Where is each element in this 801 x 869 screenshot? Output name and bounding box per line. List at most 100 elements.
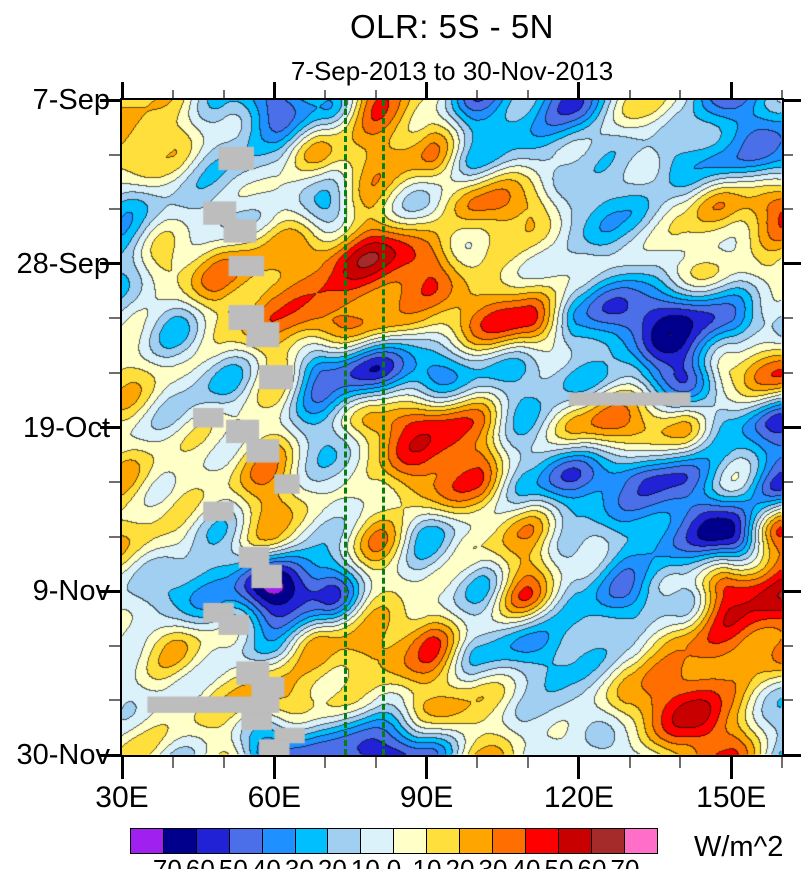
axis-minor-tick xyxy=(109,208,120,211)
y-axis-tick-label: 7-Sep xyxy=(32,84,110,116)
axis-major-tick xyxy=(784,262,801,266)
colorbar-cell xyxy=(228,828,264,854)
y-axis-tick-label: 30-Nov xyxy=(16,739,111,771)
axis-minor-tick xyxy=(324,757,327,768)
colorbar-cell xyxy=(294,828,329,854)
axis-minor-tick xyxy=(109,371,120,374)
colorbar-tick-label: -30 xyxy=(276,854,314,869)
axis-minor-tick xyxy=(222,757,225,768)
figure-subtitle: 7-Sep-2013 to 30-Nov-2013 xyxy=(290,56,614,86)
axis-minor-tick xyxy=(109,153,120,156)
axis-major-tick xyxy=(784,589,801,593)
colorbar-cell xyxy=(130,828,165,854)
figure-title: OLR: 5S - 5N xyxy=(349,8,555,45)
y-axis-tick-label: 19-Oct xyxy=(22,411,110,444)
colorbar-cell xyxy=(623,828,658,854)
colorbar-tick-label: 40 xyxy=(511,854,541,869)
axis-minor-tick xyxy=(781,757,783,768)
colorbar-units-label: W/m^2 xyxy=(694,831,784,863)
axis-minor-tick xyxy=(171,757,174,768)
colorbar-tick-label: 60 xyxy=(577,854,607,869)
axis-minor-tick xyxy=(628,90,631,98)
axis-minor-tick xyxy=(222,90,225,98)
colorbar-cell xyxy=(195,828,231,854)
axis-minor-tick xyxy=(784,317,793,320)
axis-minor-tick xyxy=(171,90,174,98)
colorbar-cell xyxy=(327,828,362,854)
reference-line xyxy=(343,100,347,755)
axis-minor-tick xyxy=(476,90,479,98)
axis-minor-tick xyxy=(527,90,530,98)
axis-minor-tick xyxy=(784,699,793,702)
axis-minor-tick xyxy=(784,153,793,156)
colorbar-tick-label: 70 xyxy=(610,854,640,869)
x-axis-tick-label: 60E xyxy=(247,781,301,814)
colorbar-tick-label: -50 xyxy=(210,854,248,869)
colorbar-cell xyxy=(261,828,297,854)
axis-major-tick xyxy=(272,82,276,98)
colorbar-cell xyxy=(426,828,461,854)
hovmoller-plot-area xyxy=(120,98,784,757)
x-axis-tick-label: 120E xyxy=(543,781,614,814)
axis-minor-tick xyxy=(784,371,793,374)
axis-minor-tick xyxy=(784,481,793,484)
axis-minor-tick xyxy=(324,90,327,98)
axis-minor-tick xyxy=(679,757,682,768)
axis-minor-tick xyxy=(781,90,783,98)
axis-major-tick xyxy=(425,82,429,98)
axis-major-tick xyxy=(729,757,733,779)
reference-line xyxy=(381,100,385,755)
colorbar-tick-label: -40 xyxy=(243,854,281,869)
axis-minor-tick xyxy=(476,757,479,768)
colorbar-tick-label: -70 xyxy=(144,854,182,869)
axis-major-tick xyxy=(577,82,581,98)
colorbar-tick-label: -60 xyxy=(177,854,215,869)
axis-major-tick xyxy=(100,98,120,102)
axis-minor-tick xyxy=(374,757,377,768)
axis-major-tick xyxy=(120,82,124,98)
colorbar-tick-label: -10 xyxy=(342,854,380,869)
y-axis-tick-label: 28-Sep xyxy=(16,247,110,280)
colorbar-tick-label: 0 xyxy=(386,854,402,869)
axis-major-tick xyxy=(100,426,120,429)
colorbar-tick-label: 50 xyxy=(544,854,574,869)
colorbar xyxy=(130,828,658,854)
axis-major-tick xyxy=(120,757,124,779)
axis-major-tick xyxy=(100,589,120,593)
axis-major-tick xyxy=(784,753,801,757)
colorbar-cell xyxy=(162,828,198,854)
axis-minor-tick xyxy=(784,208,793,211)
colorbar-cell xyxy=(590,828,626,854)
axis-minor-tick xyxy=(109,317,120,320)
axis-major-tick xyxy=(729,82,733,98)
axis-minor-tick xyxy=(784,535,793,538)
axis-minor-tick xyxy=(109,535,120,538)
axis-major-tick xyxy=(272,757,276,779)
axis-major-tick xyxy=(784,98,801,102)
axis-minor-tick xyxy=(784,644,793,647)
axis-major-tick xyxy=(577,757,581,779)
colorbar-cell xyxy=(393,828,428,854)
colorbar-cell xyxy=(557,828,593,854)
colorbar-tick-label: 10 xyxy=(412,854,442,869)
colorbar-tick-label: 30 xyxy=(478,854,508,869)
colorbar-tick-label: -20 xyxy=(309,854,347,869)
y-axis-tick-label: 9-Nov xyxy=(32,575,110,608)
axis-minor-tick xyxy=(527,757,530,768)
axis-minor-tick xyxy=(628,757,631,768)
x-axis-tick-label: 90E xyxy=(399,781,454,814)
axis-major-tick xyxy=(100,262,120,266)
axis-minor-tick xyxy=(109,481,120,484)
colorbar-tick-label: 20 xyxy=(445,854,475,869)
axis-major-tick xyxy=(425,757,429,779)
colorbar-cell xyxy=(459,828,494,854)
axis-minor-tick xyxy=(374,90,377,98)
axis-minor-tick xyxy=(109,699,120,702)
colorbar-cell xyxy=(491,828,527,854)
colorbar-cell xyxy=(360,828,395,854)
axis-major-tick xyxy=(100,753,120,757)
x-axis-tick-label: 150E xyxy=(696,781,767,814)
axis-minor-tick xyxy=(109,644,120,647)
axis-minor-tick xyxy=(679,90,682,98)
